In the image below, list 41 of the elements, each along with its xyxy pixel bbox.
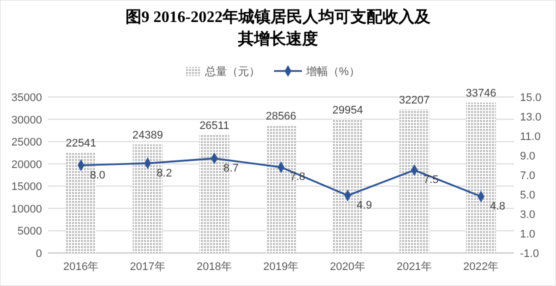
- y-tick-label: 5000: [18, 226, 42, 238]
- x-tick-label: 2022年: [463, 261, 499, 273]
- x-tick-label: 2020年: [330, 261, 366, 273]
- data-label: 4.8: [490, 200, 506, 212]
- data-label: 22541: [66, 138, 96, 150]
- x-tick-label: 2017年: [130, 261, 166, 273]
- x-tick-label: 2021年: [396, 261, 432, 273]
- data-label: 7.8: [290, 171, 306, 184]
- x-tick-label: 2018年: [196, 261, 232, 273]
- y2-tick-label: 5.0: [520, 190, 536, 202]
- y-tick-label: 25000: [11, 136, 42, 149]
- data-label: 24389: [132, 129, 163, 142]
- legend-label: 增幅（%）: [305, 66, 360, 78]
- y2-tick-label: 9.0: [520, 150, 536, 162]
- data-label: 33746: [466, 88, 496, 100]
- x-tick-label: 2016年: [63, 261, 99, 273]
- legend-label: 总量（元）: [204, 65, 260, 78]
- y-tick-label: 0: [36, 248, 42, 260]
- data-label: 32207: [399, 94, 430, 106]
- data-label: 7.5: [423, 174, 439, 186]
- y2-tick-label: -1.0: [520, 248, 539, 260]
- y-tick-label: 35000: [11, 92, 42, 104]
- y2-tick-label: 13.0: [520, 112, 542, 124]
- y-tick-label: 20000: [11, 158, 42, 171]
- y-tick-label: 15000: [11, 181, 42, 194]
- y2-tick-label: 1.0: [520, 228, 536, 240]
- y2-tick-label: 15.0: [520, 92, 542, 104]
- data-label: 8.0: [90, 169, 106, 182]
- data-label: 29954: [332, 104, 363, 116]
- y-tick-label: 10000: [11, 203, 42, 216]
- y2-tick-label: 7.0: [520, 170, 536, 182]
- chart-title: 图9 2016-2022年城镇居民人均可支配收入及其增长速度: [125, 8, 432, 48]
- y-tick-label: 30000: [11, 114, 42, 126]
- data-label: 4.9: [356, 199, 372, 212]
- data-label: 8.7: [223, 162, 239, 174]
- x-tick-label: 2019年: [263, 261, 299, 273]
- data-label: 28566: [266, 110, 296, 123]
- data-label: 8.2: [156, 167, 172, 180]
- y2-tick-label: 11.0: [520, 131, 541, 143]
- y2-tick-label: 3.0: [520, 209, 536, 221]
- data-label: 26511: [199, 120, 230, 132]
